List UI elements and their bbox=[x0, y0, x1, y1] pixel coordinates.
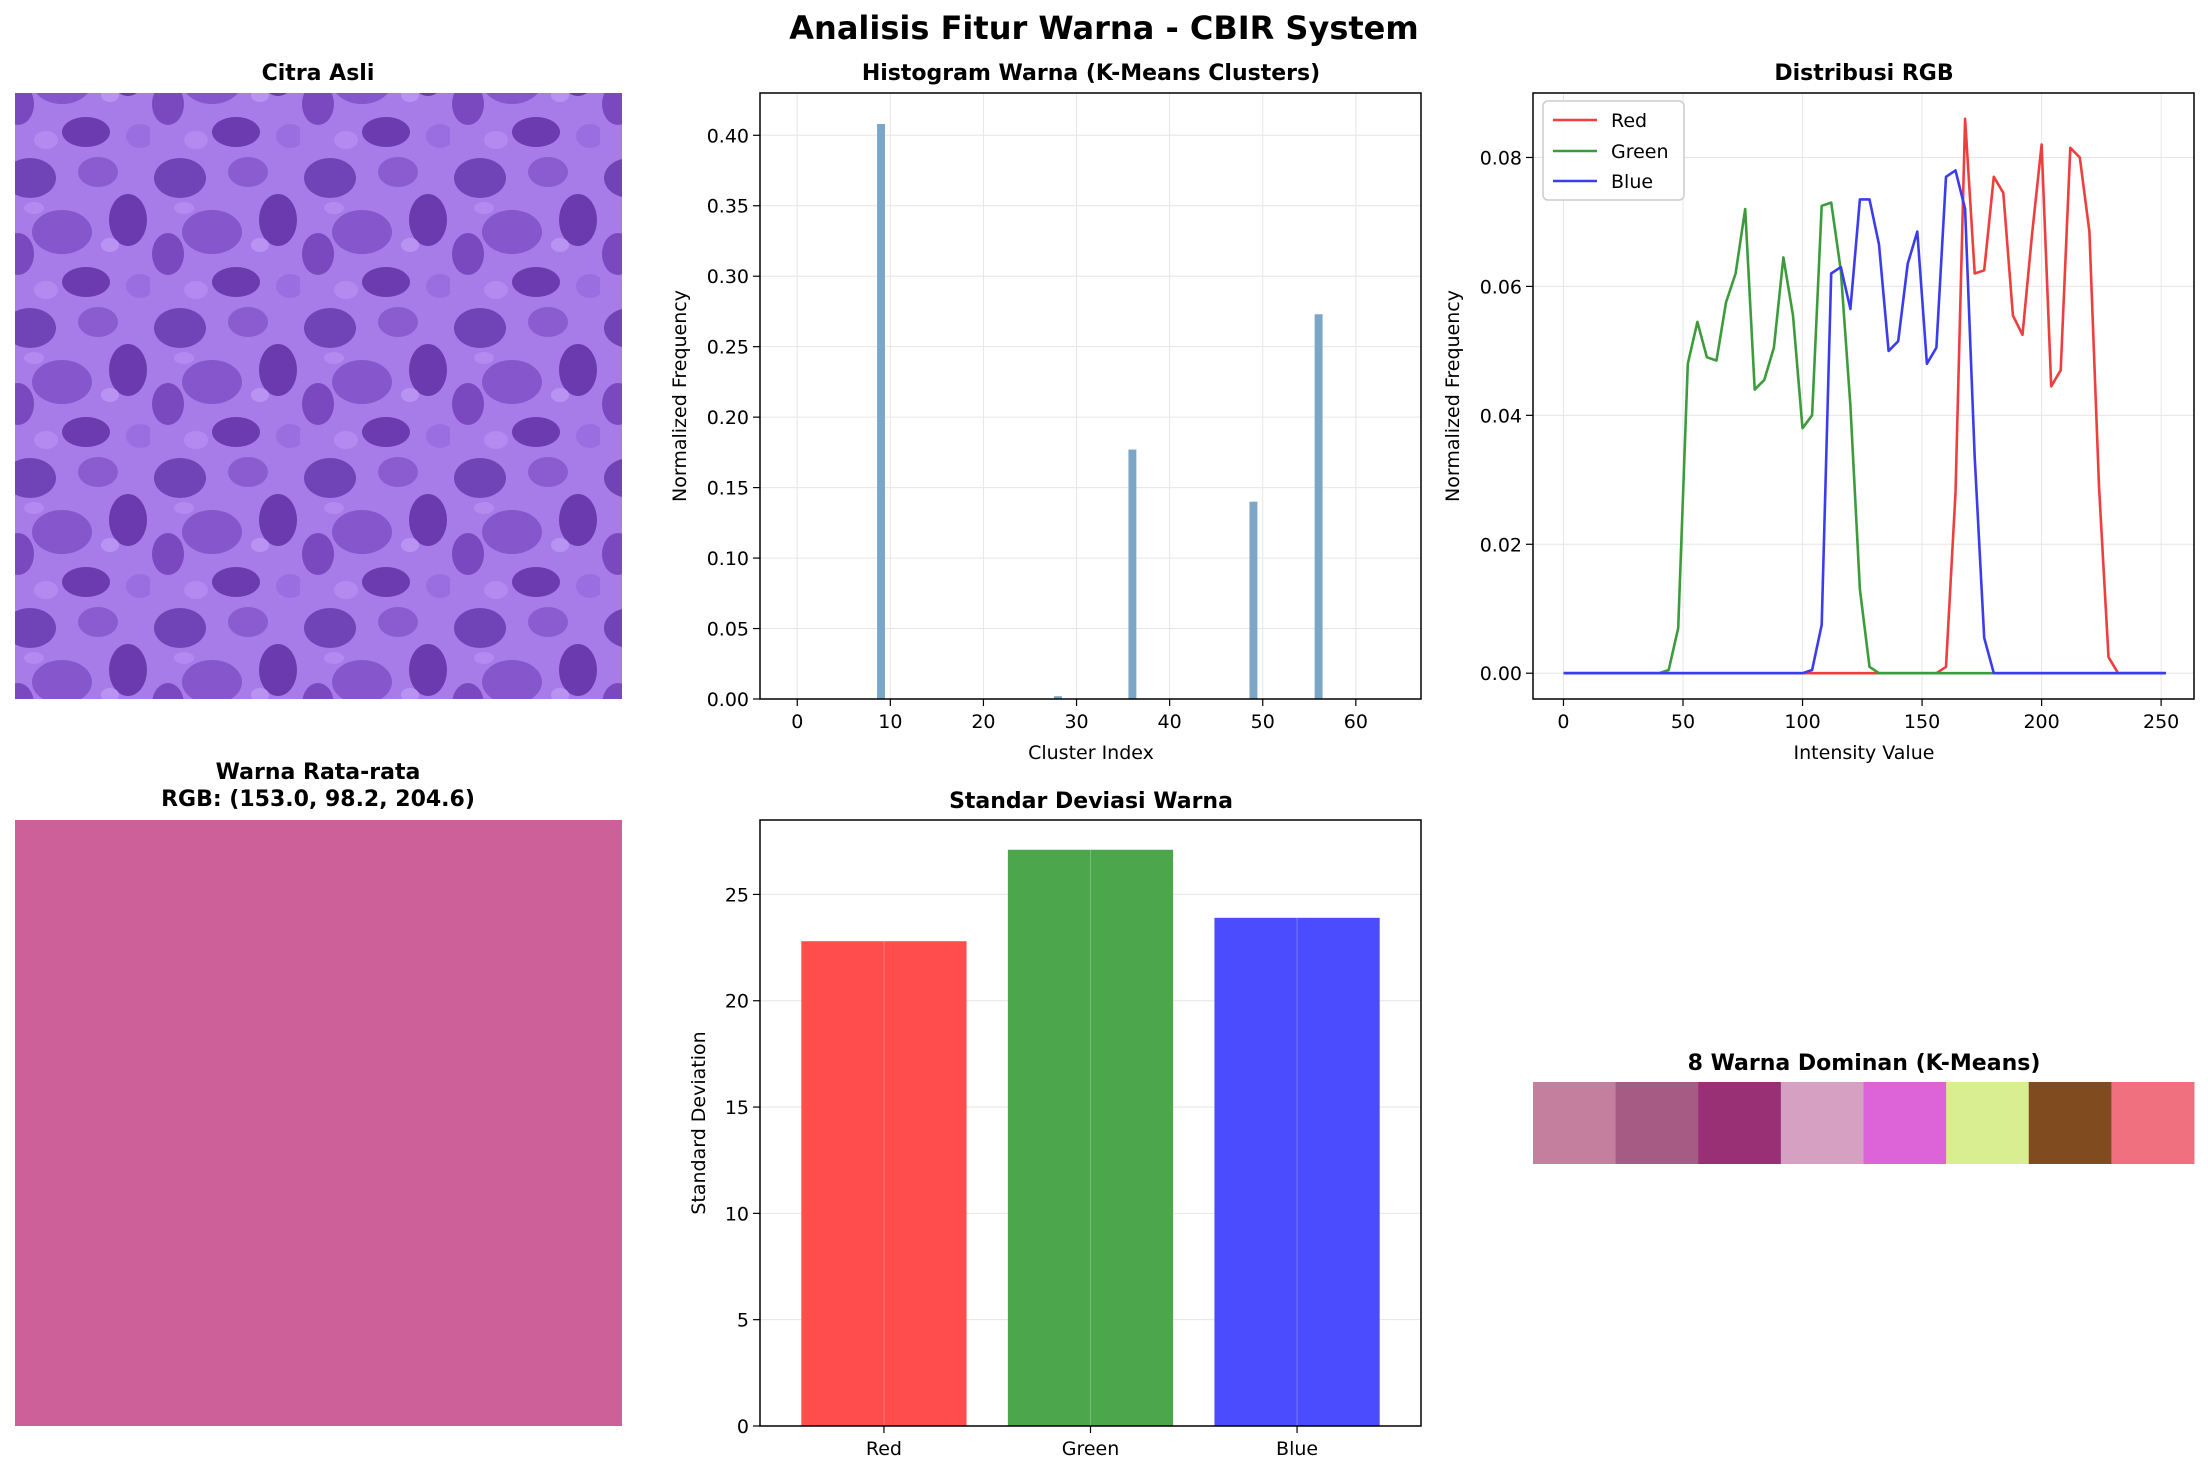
rgb-axes-frame bbox=[1532, 92, 2195, 700]
dominant-colors-strip bbox=[1533, 1082, 2195, 1164]
std-y-tick-label: 20 bbox=[725, 991, 749, 1013]
histogram-y-tick-label: 0.05 bbox=[707, 619, 749, 641]
rgb-x-tick-label: 50 bbox=[1671, 711, 1695, 733]
histogram-title: Histogram Warna (K-Means Clusters) bbox=[862, 61, 1320, 86]
histogram-y-tick-label: 0.30 bbox=[707, 266, 749, 288]
histogram-bar bbox=[1128, 449, 1137, 699]
histogram-y-tick-label: 0.00 bbox=[707, 689, 749, 711]
cluster-histogram-panel: Histogram Warna (K-Means Clusters) 0 10 20… bbox=[669, 61, 1422, 764]
original-image-title: Citra Asli bbox=[262, 61, 375, 86]
dominant-color-swatch bbox=[1533, 1082, 1617, 1164]
mean-color-title: Warna Rata-rata bbox=[216, 760, 421, 785]
std-y-tick-label: 25 bbox=[725, 884, 749, 906]
rgb-distribution-panel: Distribusi RGB 0 50 100 150 200 250 0.00 0.02 0.… bbox=[1442, 61, 2195, 764]
std-y-tick-label: 0 bbox=[737, 1416, 749, 1438]
histogram-y-tick-label: 0.25 bbox=[707, 337, 749, 359]
std-y-tick-label: 5 bbox=[737, 1310, 749, 1332]
dominant-color-swatch bbox=[1780, 1082, 1864, 1164]
rgb-y-tick-label: 0.06 bbox=[1480, 276, 1522, 298]
original-image bbox=[15, 93, 622, 699]
std-deviation-panel: Standar Deviasi Warna 0 5 10 15 20 25 Red Green… bbox=[688, 789, 1422, 1460]
histogram-bar bbox=[1249, 501, 1258, 699]
std-y-tick-label: 15 bbox=[725, 1097, 749, 1119]
rgb-line-red bbox=[1563, 117, 2166, 675]
std-x-tick-label: Red bbox=[866, 1438, 902, 1460]
figure-title: Analisis Fitur Warna - CBIR System bbox=[789, 9, 1418, 47]
histogram-y-tick-label: 0.20 bbox=[707, 407, 749, 429]
histogram-y-tick-label: 0.40 bbox=[707, 125, 749, 147]
dominant-colors-title: 8 Warna Dominan (K-Means) bbox=[1688, 1051, 2041, 1076]
legend-frame bbox=[1542, 100, 1685, 201]
std-x-tick-label: Green bbox=[1062, 1438, 1120, 1460]
histogram-x-tick-label: 10 bbox=[878, 711, 902, 733]
histogram-x-tick-label: 40 bbox=[1158, 711, 1182, 733]
dominant-color-swatch bbox=[2028, 1082, 2112, 1164]
histogram-x-tick-label: 30 bbox=[1064, 711, 1088, 733]
legend-green-label: Green bbox=[1611, 141, 1669, 163]
rgb-line-blue bbox=[1563, 169, 2166, 675]
histogram-bar bbox=[1314, 314, 1323, 699]
histogram-axes-frame bbox=[759, 92, 1422, 700]
rgb-x-tick-label: 250 bbox=[2143, 711, 2179, 733]
histogram-bar bbox=[1053, 696, 1062, 699]
histogram-y-axis-label: Normalized Frequency bbox=[669, 290, 691, 502]
mean-color-swatch bbox=[15, 820, 622, 1426]
std-y-tick-label: 10 bbox=[725, 1203, 749, 1225]
rgb-y-tick-label: 0.02 bbox=[1480, 534, 1522, 556]
rgb-x-tick-label: 200 bbox=[2023, 711, 2059, 733]
histogram-y-tick-label: 0.10 bbox=[707, 548, 749, 570]
histogram-x-axis-label: Cluster Index bbox=[1028, 742, 1154, 764]
histogram-x-tick-label: 20 bbox=[971, 711, 995, 733]
std-x-tick-label: Blue bbox=[1276, 1438, 1318, 1460]
dominant-color-swatch bbox=[1863, 1082, 1947, 1164]
std-bar-green bbox=[1007, 849, 1174, 1426]
std-bar-blue bbox=[1214, 917, 1380, 1426]
std-deviation-title: Standar Deviasi Warna bbox=[949, 789, 1233, 814]
histogram-x-tick-label: 60 bbox=[1344, 711, 1368, 733]
rgb-y-tick-label: 0.08 bbox=[1480, 147, 1522, 169]
rgb-y-axis-label: Normalized Frequency bbox=[1442, 290, 1464, 502]
rgb-x-tick-label: 100 bbox=[1784, 711, 1820, 733]
rgb-line-green bbox=[1563, 201, 2166, 675]
mean-color-rgb-value: RGB: (153.0, 98.2, 204.6) bbox=[161, 787, 475, 812]
dominant-color-swatch bbox=[2111, 1082, 2195, 1164]
rgb-x-tick-label: 150 bbox=[1904, 711, 1940, 733]
legend-red-label: Red bbox=[1611, 110, 1647, 132]
rgb-x-tick-label: 0 bbox=[1557, 711, 1569, 733]
rgb-distribution-title: Distribusi RGB bbox=[1774, 61, 1953, 86]
histogram-bar bbox=[877, 124, 885, 700]
dominant-color-swatch bbox=[1698, 1082, 1782, 1164]
histogram-x-tick-label: 0 bbox=[791, 711, 803, 733]
std-y-axis-label: Standard Deviation bbox=[688, 1031, 710, 1214]
legend-blue-label: Blue bbox=[1611, 171, 1653, 193]
dominant-color-swatch bbox=[1946, 1082, 2030, 1164]
histogram-x-tick-label: 50 bbox=[1251, 711, 1275, 733]
rgb-y-tick-label: 0.04 bbox=[1480, 405, 1522, 427]
histogram-y-tick-label: 0.15 bbox=[707, 478, 749, 500]
rgb-legend: Red Green Blue bbox=[1542, 100, 1685, 201]
rgb-y-tick-label: 0.00 bbox=[1480, 663, 1522, 685]
histogram-y-tick-label: 0.35 bbox=[707, 196, 749, 218]
dominant-color-swatch bbox=[1615, 1082, 1699, 1164]
rgb-x-axis-label: Intensity Value bbox=[1794, 742, 1935, 764]
std-bar-red bbox=[801, 941, 967, 1426]
